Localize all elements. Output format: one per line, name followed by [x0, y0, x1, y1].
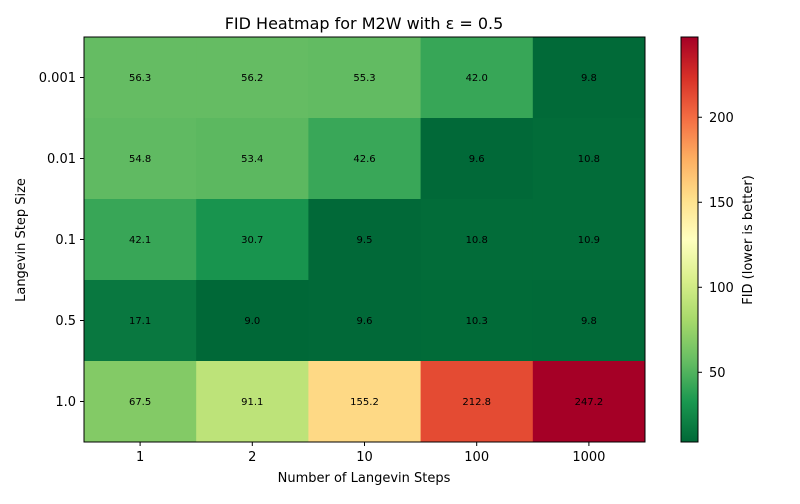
heatmap-cell [420, 361, 534, 443]
cell-value-label: 42.6 [353, 154, 375, 165]
cell-value-label: 54.8 [129, 154, 151, 165]
cell-value-label: 42.0 [466, 73, 488, 84]
cell-value-label: 9.5 [357, 235, 373, 246]
cell-value-label: 10.8 [578, 154, 600, 165]
heatmap-cell [420, 280, 534, 362]
x-axis-ticks: 1 2 10 100 1000 [136, 442, 605, 465]
cell-value-label: 10.8 [466, 235, 488, 246]
colorbar-tick-label: 200 [709, 111, 734, 126]
cell-value-label: 9.0 [244, 316, 260, 327]
cell-value-label: 155.2 [350, 397, 379, 408]
y-tick-label: 1.0 [55, 395, 76, 410]
heatmap-cell [84, 37, 197, 119]
heatmap-cell [420, 37, 534, 119]
cell-value-label: 247.2 [575, 397, 604, 408]
y-tick-label: 0.001 [39, 71, 76, 86]
cell-value-label: 10.3 [466, 316, 488, 327]
cell-value-label: 9.6 [357, 316, 373, 327]
x-tick-label: 10 [356, 450, 373, 465]
heatmap-cell [84, 361, 197, 443]
cell-value-label: 10.9 [578, 235, 600, 246]
heatmap-cell [532, 361, 646, 443]
y-tick-label: 0.5 [55, 314, 76, 329]
cell-value-label: 30.7 [241, 235, 263, 246]
heatmap-cell [532, 199, 646, 281]
heatmap-cell [420, 118, 534, 200]
cell-value-label: 9.8 [581, 73, 597, 84]
cell-value-label: 9.8 [581, 316, 597, 327]
heatmap-cell [84, 280, 197, 362]
heatmap-cell [532, 118, 646, 200]
heatmap-cell [308, 37, 422, 119]
colorbar: 50 100 150 200 [680, 36, 734, 443]
y-tick-label: 0.01 [47, 152, 76, 167]
heatmap-cell [308, 361, 422, 443]
colorbar-tick-label: 100 [709, 281, 734, 296]
colorbar-label: FID (lower is better) [741, 175, 756, 305]
colorbar-gradient [680, 36, 699, 443]
cell-value-label: 212.8 [462, 397, 491, 408]
heatmap-cell [308, 280, 422, 362]
x-tick-label: 1000 [572, 450, 605, 465]
x-axis-label: Number of Langevin Steps [278, 471, 451, 486]
y-axis-ticks: 0.001 0.01 0.1 0.5 1.0 [39, 71, 84, 410]
colorbar-tick-label: 150 [709, 196, 734, 211]
heatmap-cell [84, 118, 197, 200]
x-tick-label: 100 [464, 450, 489, 465]
colorbar-tick-label: 50 [709, 366, 726, 381]
heatmap-cell [84, 199, 197, 281]
heatmap-cell [196, 361, 309, 443]
heatmap-cells: 56.3 56.2 55.3 42.0 9.8 54.8 53.4 42.6 9.6 10.8 42… [84, 37, 646, 443]
chart-title: FID Heatmap for M2W with ε = 0.5 [225, 14, 504, 33]
heatmap-cell [196, 280, 309, 362]
heatmap-cell [196, 199, 309, 281]
cell-value-label: 53.4 [241, 154, 263, 165]
heatmap-cell [532, 280, 646, 362]
x-tick-label: 2 [248, 450, 256, 465]
heatmap-cell [308, 118, 422, 200]
y-axis-label: Langevin Step Size [14, 178, 29, 302]
cell-value-label: 42.1 [129, 235, 151, 246]
cell-value-label: 67.5 [129, 397, 151, 408]
cell-value-label: 56.2 [241, 73, 263, 84]
cell-value-label: 17.1 [129, 316, 151, 327]
cell-value-label: 9.6 [469, 154, 485, 165]
x-tick-label: 1 [136, 450, 144, 465]
cell-value-label: 56.3 [129, 73, 151, 84]
y-tick-label: 0.1 [55, 233, 76, 248]
cell-value-label: 55.3 [353, 73, 375, 84]
heatmap-cell [420, 199, 534, 281]
cell-value-label: 91.1 [241, 397, 263, 408]
heatmap-cell [308, 199, 422, 281]
heatmap-cell [532, 37, 646, 119]
heatmap-cell [196, 118, 309, 200]
heatmap-cell [196, 37, 309, 119]
